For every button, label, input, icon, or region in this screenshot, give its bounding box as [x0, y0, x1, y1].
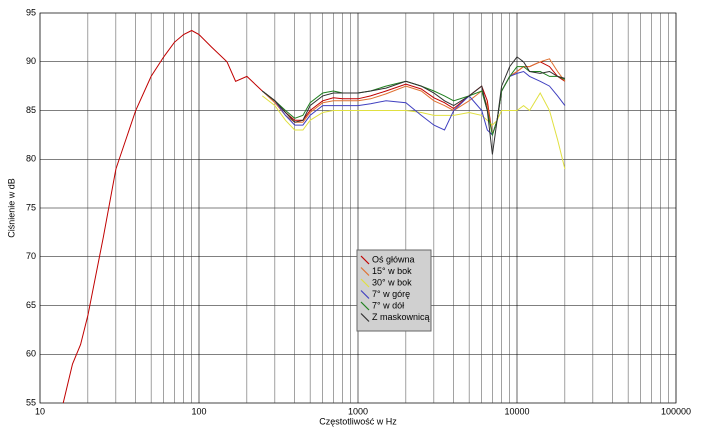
x-axis-label: Częstotliwość w Hz [319, 416, 397, 426]
x-tick-label: 10 [35, 406, 45, 416]
series-line [261, 70, 566, 136]
x-tick-label: 10000 [504, 406, 529, 416]
legend-swatch [360, 313, 370, 322]
y-tick-label: 70 [26, 251, 36, 261]
x-tick-label: 1000 [348, 406, 368, 416]
legend-swatch [360, 255, 370, 265]
series-line [261, 91, 566, 170]
y-tick-label: 95 [26, 7, 36, 17]
legend-label: 30° w bok [372, 277, 412, 287]
y-tick-label: 85 [26, 105, 36, 115]
legend-swatch [360, 301, 370, 311]
y-tick-label: 55 [26, 397, 36, 407]
series-line [261, 66, 566, 137]
legend-label: 7° w dół [372, 300, 404, 310]
legend-label: Oś główna [372, 254, 415, 264]
legend-label: 15° w bok [372, 266, 412, 276]
legend-label: 7° w górę [372, 289, 410, 299]
y-tick-label: 90 [26, 56, 36, 66]
y-tick-label: 80 [26, 154, 36, 164]
series-line [261, 56, 566, 155]
y-axis-label: Ciśnienie w dB [6, 178, 16, 238]
legend-swatch [360, 290, 370, 299]
legend-swatch [360, 278, 370, 288]
x-tick-label: 100 [191, 406, 206, 416]
y-tick-label: 75 [26, 202, 36, 212]
y-tick-label: 65 [26, 300, 36, 310]
legend-label: Z maskownicą [372, 312, 430, 322]
x-tick-label: 100000 [661, 406, 691, 416]
y-tick-label: 60 [26, 349, 36, 359]
legend-swatch [360, 267, 370, 276]
